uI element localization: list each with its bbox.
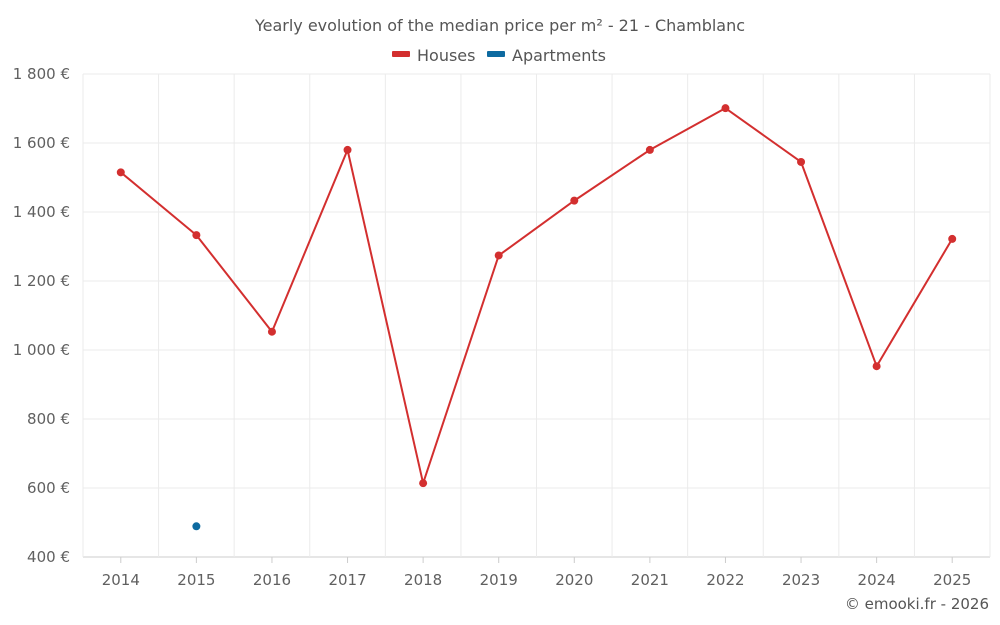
data-point-houses-2019[interactable] — [494, 251, 503, 260]
x-tick-label: 2024 — [858, 571, 896, 589]
series-layer — [116, 104, 957, 531]
legend-label-apartments: Apartments — [512, 46, 606, 65]
x-tick-label: 2020 — [555, 571, 593, 589]
data-point-houses-2020[interactable] — [570, 196, 579, 205]
x-tick-label: 2022 — [706, 571, 744, 589]
data-point-houses-2023[interactable] — [797, 157, 806, 166]
data-point-houses-2015[interactable] — [192, 231, 201, 240]
data-point-houses-2022[interactable] — [721, 104, 730, 113]
series-apartments — [192, 522, 201, 531]
series-houses — [116, 104, 957, 488]
series-line-houses — [120, 107, 954, 485]
x-tick-label: 2025 — [933, 571, 971, 589]
x-tick-label: 2015 — [177, 571, 215, 589]
y-tick-label: 1 400 € — [13, 203, 70, 221]
x-tick-label: 2023 — [782, 571, 820, 589]
x-axis-ticks: 2014 2015 2016 2017 2018 2019 2020 2021 2022 2023… — [102, 557, 971, 589]
y-tick-label: 800 € — [27, 410, 70, 428]
x-tick-label: 2021 — [631, 571, 669, 589]
legend-item-houses[interactable]: Houses — [392, 46, 475, 65]
legend: Houses Apartments — [392, 46, 606, 65]
legend-swatch-houses — [392, 51, 410, 57]
x-tick-label: 2016 — [253, 571, 291, 589]
x-gridlines — [82, 74, 991, 557]
y-tick-label: 1 000 € — [13, 341, 70, 359]
credit-text: © emooki.fr - 2026 — [845, 595, 989, 613]
data-point-houses-2017[interactable] — [343, 145, 352, 154]
data-point-houses-2018[interactable] — [419, 479, 428, 488]
legend-swatch-apartments — [487, 51, 505, 57]
y-tick-label: 600 € — [27, 479, 70, 497]
data-point-houses-2014[interactable] — [116, 168, 125, 177]
y-tick-label: 1 200 € — [13, 272, 70, 290]
y-axis-ticks: 400 € 600 € 800 € 1 000 € 1 200 € 1 400 € 1 60… — [13, 65, 70, 566]
y-tick-label: 1 800 € — [13, 65, 70, 83]
x-tick-label: 2017 — [328, 571, 366, 589]
y-tick-label: 400 € — [27, 548, 70, 566]
data-point-houses-2021[interactable] — [645, 145, 654, 154]
legend-label-houses: Houses — [417, 46, 475, 65]
y-tick-label: 1 600 € — [13, 134, 70, 152]
x-tick-label: 2014 — [102, 571, 140, 589]
x-tick-label: 2019 — [480, 571, 518, 589]
legend-item-apartments[interactable]: Apartments — [487, 46, 606, 65]
data-point-apartments-2015[interactable] — [192, 522, 201, 531]
data-point-houses-2025[interactable] — [948, 234, 957, 243]
data-point-houses-2024[interactable] — [872, 362, 881, 371]
chart-title: Yearly evolution of the median price per… — [254, 16, 745, 35]
data-point-houses-2016[interactable] — [267, 327, 276, 336]
x-tick-label: 2018 — [404, 571, 442, 589]
